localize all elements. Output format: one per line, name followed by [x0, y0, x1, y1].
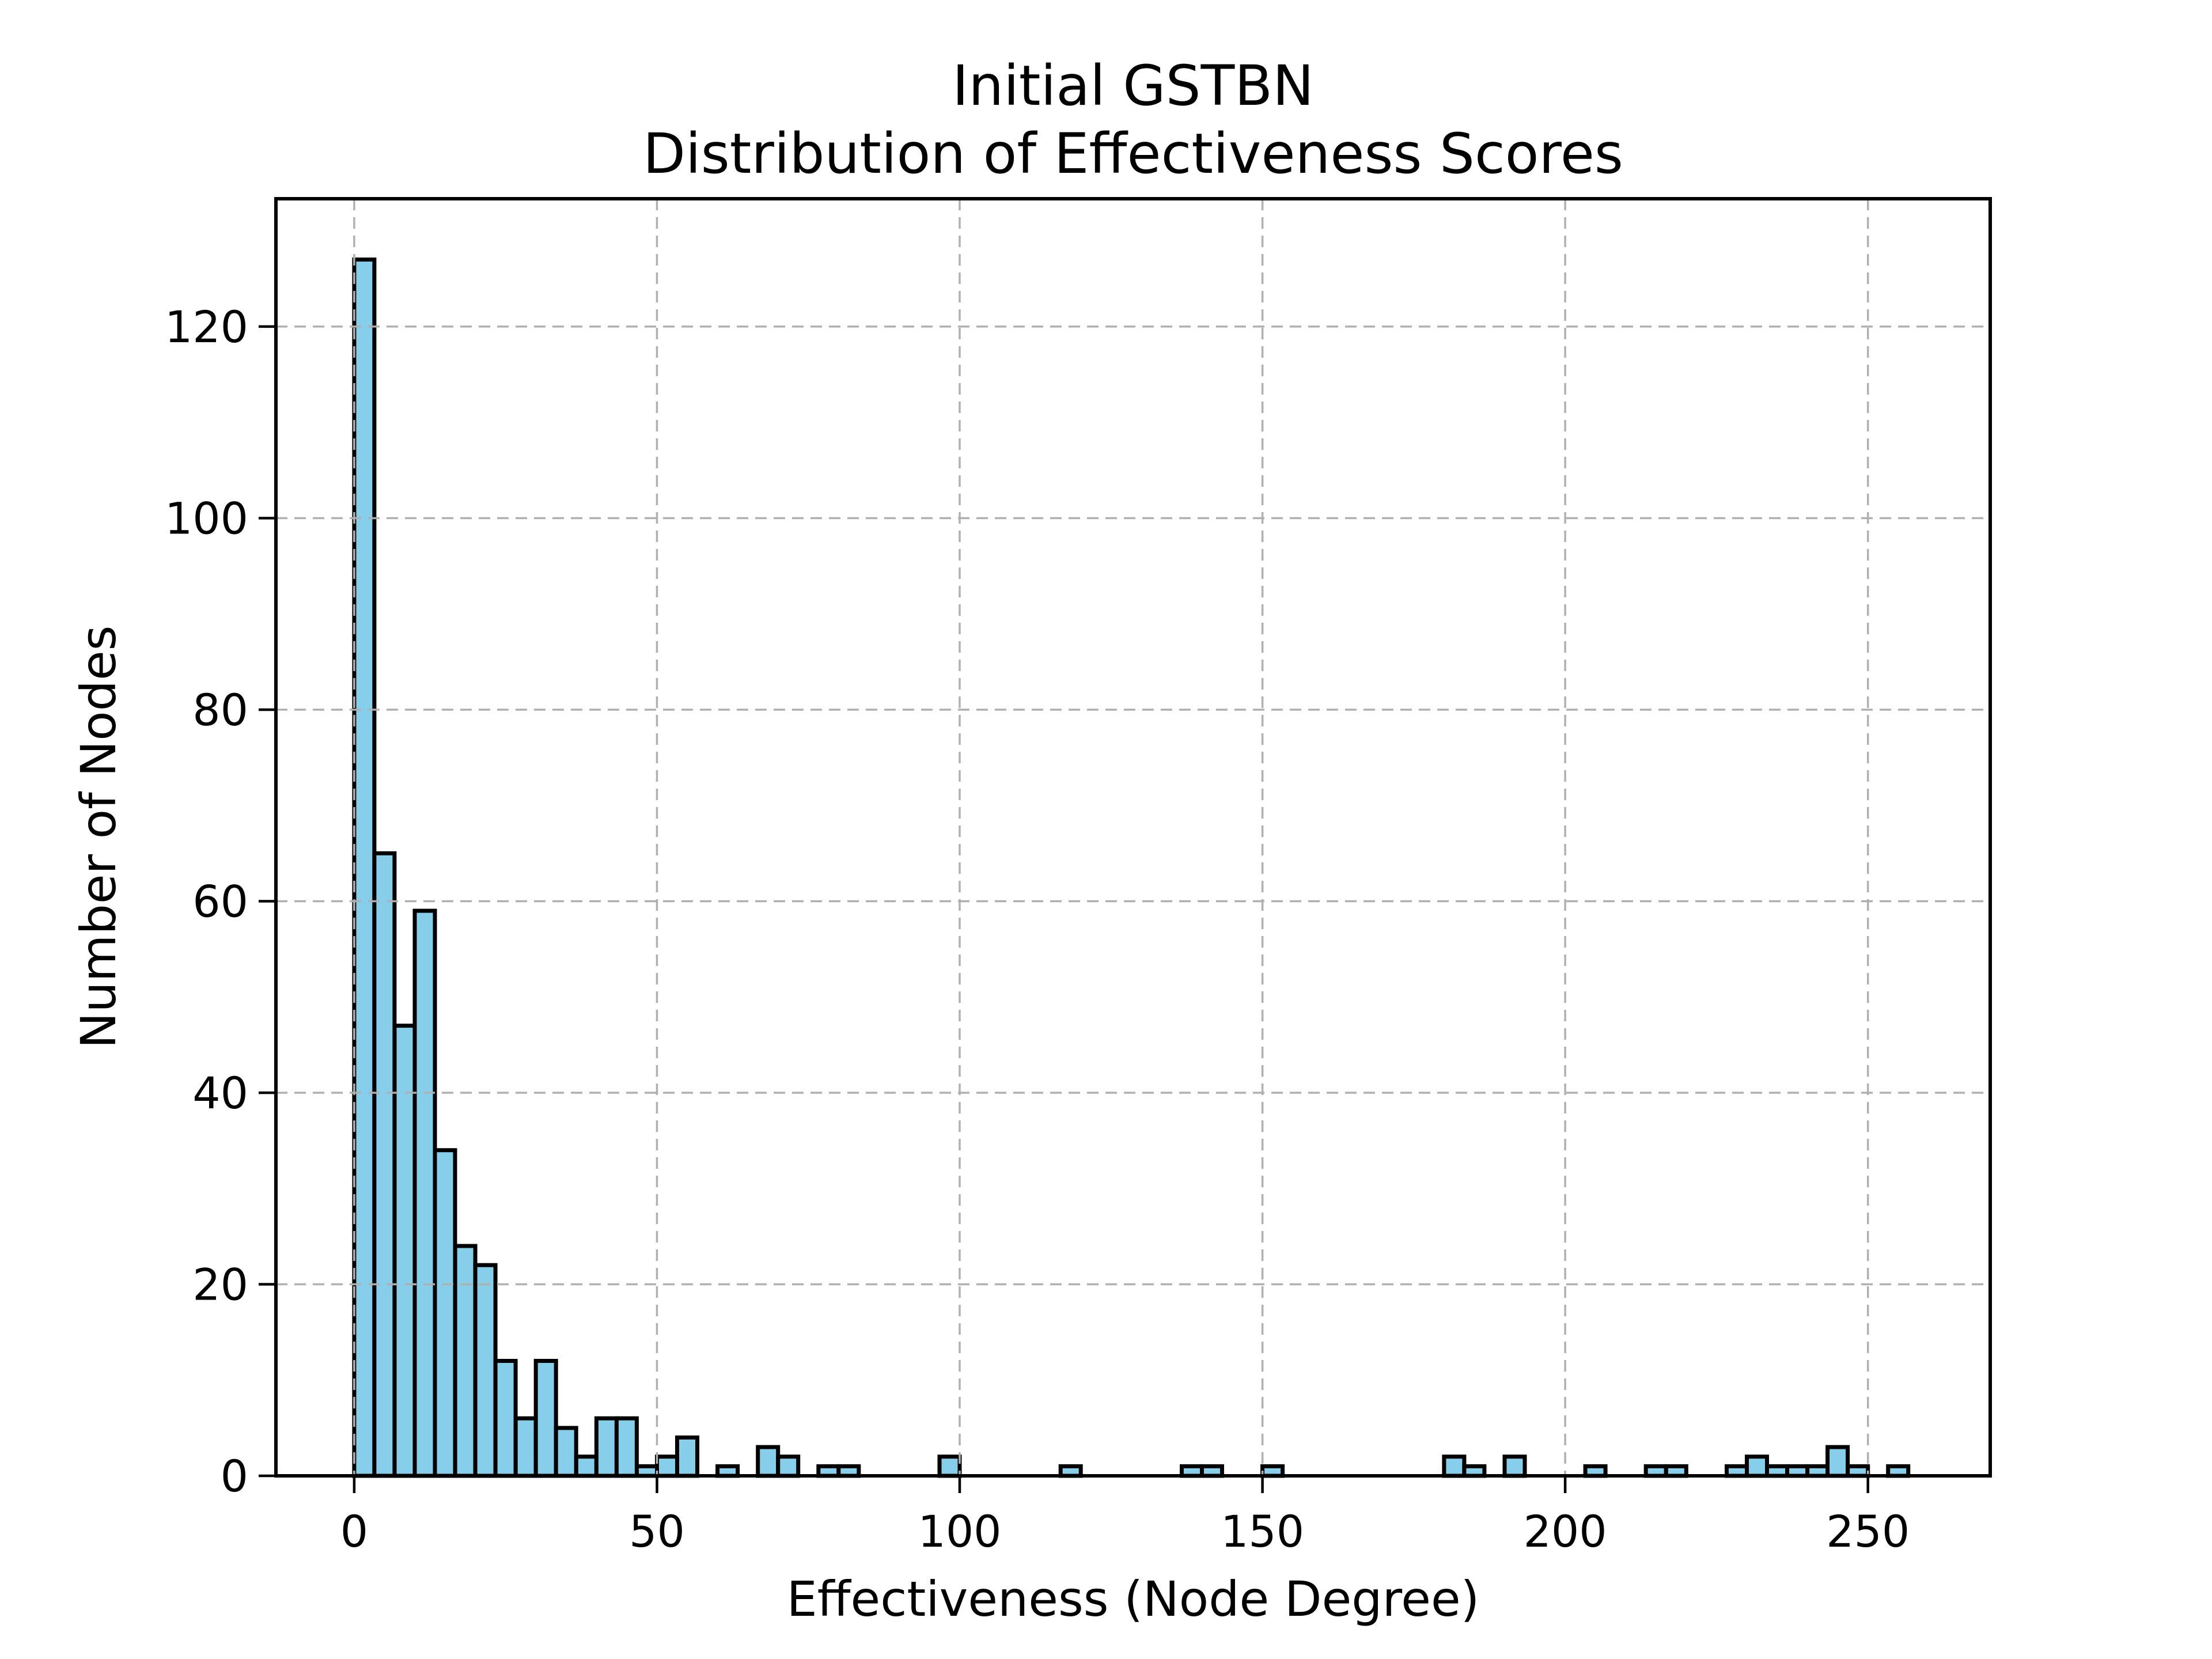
histogram-bar	[776, 1455, 801, 1478]
histogram-bar	[473, 1263, 498, 1478]
histogram-bar	[1745, 1455, 1769, 1478]
histogram-bar	[655, 1455, 679, 1478]
plot-border	[274, 197, 1992, 1478]
histogram-bar	[1502, 1455, 1527, 1478]
bars-group	[352, 257, 1911, 1478]
histogram-bar	[756, 1445, 781, 1478]
y-tick-label: 40	[192, 1067, 248, 1119]
histogram-bar	[614, 1416, 639, 1478]
histogram-bar	[1825, 1445, 1850, 1478]
chart-title-line1: Initial GSTBN	[952, 54, 1314, 118]
y-tick-label: 60	[192, 876, 248, 927]
histogram-bar	[554, 1426, 578, 1478]
histogram-bar	[533, 1359, 558, 1478]
y-tick-label: 100	[165, 493, 248, 544]
x-tick-label: 200	[1524, 1506, 1607, 1557]
x-tick-label: 250	[1826, 1506, 1910, 1557]
y-tick-label: 80	[192, 684, 248, 736]
x-tick-label: 100	[918, 1506, 1001, 1557]
histogram-bar	[1442, 1455, 1467, 1478]
x-tick-label: 150	[1221, 1506, 1304, 1557]
y-tick-label: 0	[221, 1450, 248, 1502]
histogram-bar	[372, 851, 397, 1478]
y-tick-label: 120	[165, 301, 248, 353]
y-axis-label: Number of Nodes	[70, 626, 127, 1049]
histogram-bar	[513, 1416, 538, 1478]
chart-title-line2: Distribution of Effectiveness Scores	[643, 122, 1623, 186]
histogram-bar	[412, 908, 437, 1478]
x-tick-label: 50	[629, 1506, 685, 1557]
histogram-bar	[675, 1435, 699, 1478]
grid-group	[276, 199, 1990, 1477]
ticks-group	[259, 325, 1869, 1493]
tick-labels-group: 0 50 100 150 200 250 0 20 40 60 80 100 120	[165, 301, 1910, 1557]
histogram-bar	[453, 1244, 478, 1478]
x-tick-label: 0	[340, 1506, 368, 1557]
axes-spines-group	[274, 197, 1992, 1478]
histogram-bar	[493, 1359, 518, 1478]
x-axis-label: Effectiveness (Node Degree)	[787, 1571, 1480, 1627]
histogram-bar	[937, 1455, 962, 1478]
histogram-bar	[433, 1148, 457, 1478]
histogram-bar	[574, 1455, 599, 1478]
y-tick-label: 20	[192, 1259, 248, 1310]
histogram-bar	[594, 1416, 619, 1478]
histogram-bar	[352, 257, 377, 1478]
